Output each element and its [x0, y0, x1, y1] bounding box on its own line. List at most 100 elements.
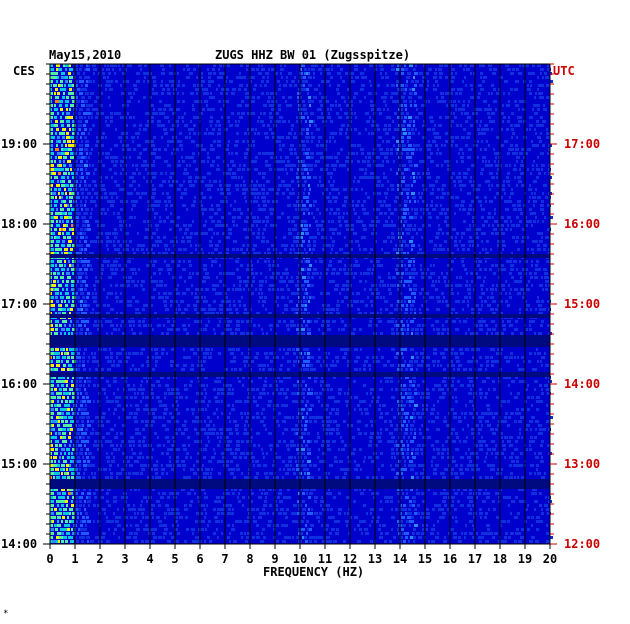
- spectrogram-cell: [540, 232, 543, 235]
- spectrogram-cell: [530, 172, 532, 175]
- spectrogram-cell: [319, 176, 321, 179]
- spectrogram-cell: [262, 124, 265, 127]
- spectrogram-cell: [454, 116, 457, 119]
- spectrogram-cell: [115, 232, 118, 235]
- spectrogram-cell: [312, 272, 316, 275]
- spectrogram-cell: [287, 204, 291, 207]
- spectrogram-cell: [278, 104, 281, 107]
- spectrogram-cell: [456, 160, 458, 163]
- spectrogram-cell: [72, 260, 76, 263]
- spectrogram-cell: [303, 104, 306, 107]
- spectrogram-cell: [109, 192, 113, 195]
- spectrogram-cell: [241, 320, 244, 323]
- spectrogram-cell: [302, 88, 306, 91]
- spectrogram-cell: [537, 244, 540, 247]
- spectrogram-cell: [54, 252, 57, 255]
- spectrogram-cell: [383, 172, 385, 175]
- spectrogram-cell: [202, 108, 205, 111]
- spectrogram-cell: [532, 240, 536, 243]
- spectrogram-cell: [307, 276, 310, 279]
- spectrogram-cell: [434, 136, 437, 139]
- spectrogram-cell: [339, 248, 343, 251]
- spectrogram-cell: [395, 92, 398, 95]
- spectrogram-cell: [145, 140, 147, 143]
- spectrogram-cell: [277, 264, 279, 267]
- spectrogram-cell: [396, 328, 398, 331]
- spectrogram-cell: [411, 244, 415, 247]
- spectrogram-cell: [404, 168, 408, 171]
- spectrogram-cell: [119, 220, 122, 223]
- spectrogram-cell: [372, 176, 376, 179]
- spectrogram-cell: [60, 216, 63, 219]
- spectrogram-cell: [56, 80, 58, 83]
- spectrogram-cell: [296, 244, 298, 247]
- spectrogram-cell: [275, 384, 278, 387]
- spectrogram-cell: [182, 292, 184, 295]
- spectrogram-cell: [518, 180, 522, 183]
- spectrogram-cell: [441, 248, 445, 251]
- spectrogram-cell: [230, 332, 234, 335]
- spectrogram-cell: [459, 348, 463, 351]
- spectrogram-cell: [174, 288, 178, 291]
- spectrogram-cell: [271, 244, 274, 247]
- spectrogram-cell: [369, 288, 372, 291]
- spectrogram-cell: [81, 172, 83, 175]
- spectrogram-cell: [302, 144, 306, 147]
- spectrogram-cell: [388, 272, 390, 275]
- spectrogram-cell: [459, 64, 462, 67]
- spectrogram-cell: [123, 180, 125, 183]
- spectrogram-cell: [482, 80, 485, 83]
- spectrogram-cell: [454, 352, 458, 355]
- spectrogram-cell: [250, 212, 252, 215]
- spectrogram-cell: [520, 332, 523, 335]
- spectrogram-cell: [101, 240, 103, 243]
- spectrogram-cell: [311, 68, 315, 71]
- spectrogram-cell: [511, 188, 513, 191]
- spectrogram-cell: [311, 252, 313, 255]
- spectrogram-cell: [480, 364, 483, 367]
- spectrogram-cell: [81, 156, 85, 159]
- spectrogram-cell: [413, 120, 415, 123]
- spectrogram-cell: [355, 76, 359, 79]
- spectrogram-cell: [280, 388, 284, 391]
- spectrogram-cell: [502, 324, 506, 327]
- spectrogram-cell: [193, 116, 197, 119]
- spectrogram-cell: [50, 364, 54, 367]
- spectrogram-cell: [120, 84, 122, 87]
- spectrogram-cell: [513, 260, 517, 263]
- spectrogram-cell: [324, 188, 328, 191]
- spectrogram-cell: [406, 280, 408, 283]
- spectrogram-cell: [218, 292, 222, 295]
- spectrogram-cell: [247, 128, 249, 131]
- spectrogram-cell: [467, 360, 471, 363]
- spectrogram-cell: [165, 204, 168, 207]
- spectrogram-cell: [103, 260, 107, 263]
- spectrogram-cell: [328, 264, 332, 267]
- spectrogram-cell: [391, 64, 394, 67]
- spectrogram-cell: [492, 300, 496, 303]
- spectrogram-cell: [525, 216, 527, 219]
- spectrogram-cell: [493, 348, 495, 351]
- spectrogram-cell: [62, 212, 65, 215]
- spectrogram-cell: [218, 68, 220, 71]
- spectrogram-cell: [303, 320, 305, 323]
- spectrogram-cell: [218, 128, 221, 131]
- spectrogram-cell: [79, 164, 83, 167]
- spectrogram-cell: [81, 84, 83, 87]
- spectrogram-cell: [197, 84, 199, 87]
- spectrogram-cell: [143, 304, 145, 307]
- spectrogram-cell: [335, 104, 337, 107]
- spectrogram-cell: [405, 88, 407, 91]
- spectrogram-cell: [431, 284, 435, 287]
- spectrogram-cell: [50, 164, 52, 167]
- spectrogram-cell: [497, 240, 501, 243]
- spectrogram-cell: [313, 204, 315, 207]
- spectrogram-cell: [361, 236, 364, 239]
- spectrogram-cell: [205, 88, 208, 91]
- spectrogram-cell: [500, 216, 504, 219]
- spectrogram-cell: [516, 216, 519, 219]
- spectrogram-cell: [334, 140, 336, 143]
- spectrogram-cell: [369, 368, 371, 371]
- spectrogram-cell: [401, 180, 405, 183]
- spectrogram-cell: [201, 76, 203, 79]
